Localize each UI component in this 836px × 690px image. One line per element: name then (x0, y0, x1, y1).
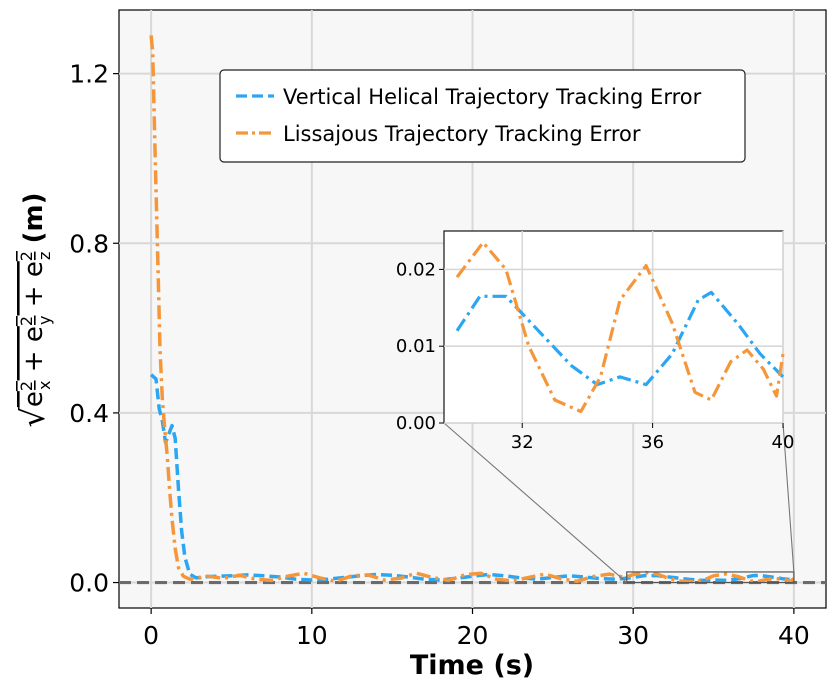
main-series-group (149, 35, 795, 584)
inset-plot-area (443, 230, 784, 424)
legend: Vertical Helical Trajectory Tracking Err… (219, 69, 746, 163)
inset-y-tick-label: 0.00 (396, 413, 436, 434)
inset-series-line-1 (455, 240, 785, 414)
series-line-0 (149, 373, 795, 583)
zoom-indicator (443, 422, 795, 584)
svg-text:√e2x + e2y + e2z (m): √e2x + e2y + e2z (m) (14, 192, 57, 427)
legend-label-helical: Vertical Helical Trajectory Tracking Err… (283, 85, 702, 109)
y-tick-label: 1.2 (69, 60, 109, 89)
inset-x-tick-label: 40 (772, 432, 795, 453)
inset-y-tick-label: 0.01 (396, 336, 436, 357)
inset-x-ticks: 32 36 40 (511, 423, 795, 453)
x-axis-ticks: 0 10 20 30 40 (143, 608, 810, 650)
inset-y-ticks: 0.00 0.01 0.02 (396, 259, 444, 434)
y-tick-label: 0.4 (69, 399, 109, 428)
zoom-connector-right (782, 422, 795, 572)
inset-series-group (455, 240, 785, 414)
y-axis-ticks: 0.0 0.4 0.8 1.2 (69, 60, 119, 598)
x-tick-label: 20 (457, 621, 489, 650)
zoom-region-box (626, 571, 795, 584)
y-tick-label: 0.8 (69, 229, 109, 258)
inset-x-tick-label: 36 (641, 432, 664, 453)
x-tick-label: 40 (778, 621, 810, 650)
y-axis-unit: (m) (19, 192, 49, 243)
x-tick-label: 10 (296, 621, 328, 650)
inset-series-line-0 (455, 290, 785, 387)
x-axis-label: Time (s) (410, 650, 534, 681)
y-tick-label: 0.0 (69, 569, 109, 598)
inset-x-tick-label: 32 (511, 432, 534, 453)
inset-y-tick-label: 0.02 (396, 259, 436, 280)
series-line-1 (149, 35, 795, 584)
y-axis-label: √e2x + e2y + e2z (m) (14, 192, 57, 427)
x-tick-label: 30 (617, 621, 649, 650)
legend-label-lissajous: Lissajous Trajectory Tracking Error (283, 122, 641, 146)
inset-chart: 32 36 40 0.00 0.01 0.02 (396, 230, 795, 453)
x-tick-label: 0 (143, 621, 159, 650)
legend-frame (219, 69, 746, 163)
zoom-connector-left (443, 422, 628, 583)
